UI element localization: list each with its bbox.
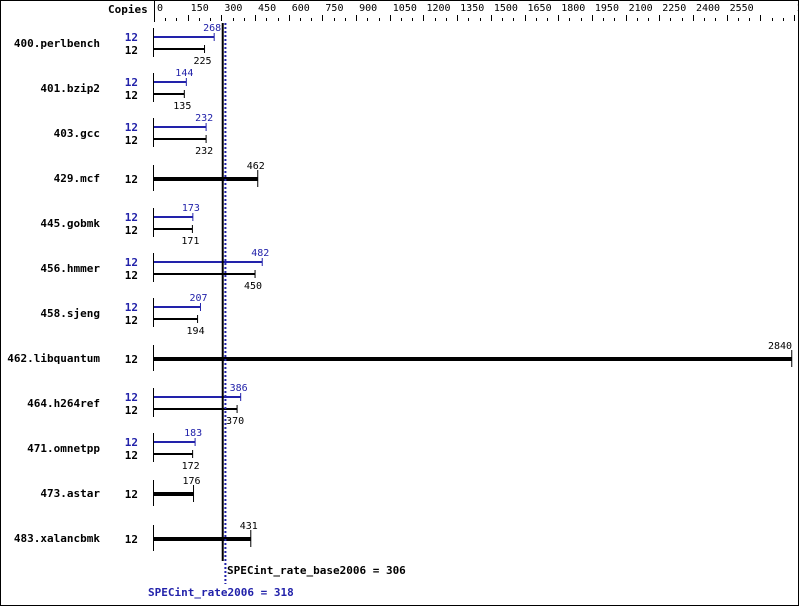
- base-value-label: 450: [244, 281, 262, 292]
- base-copies: 12: [125, 353, 138, 366]
- peak-copies: 12: [125, 121, 138, 134]
- benchmark-label: 400.perlbench: [14, 37, 100, 50]
- peak-value-label: 144: [175, 68, 193, 79]
- peak-value-label: 173: [182, 203, 200, 214]
- base-value-label: 462: [247, 161, 265, 172]
- benchmark-label: 471.omnetpp: [27, 442, 100, 455]
- base-value-label: 171: [181, 236, 199, 247]
- peak-value-label: 183: [184, 428, 202, 439]
- peak-copies: 12: [125, 76, 138, 89]
- peak-value-label: 386: [230, 383, 248, 394]
- x-tick-label: 600: [292, 3, 310, 14]
- peak-value-label: 268: [203, 23, 221, 34]
- base-copies: 12: [125, 269, 138, 282]
- benchmark-label: 473.astar: [40, 487, 100, 500]
- x-tick-label: 2100: [629, 3, 653, 14]
- x-tick-label: 900: [359, 3, 377, 14]
- peak-copies: 12: [125, 301, 138, 314]
- base-value-label: 431: [240, 521, 258, 532]
- peak-copies: 12: [125, 391, 138, 404]
- x-tick-label: 1200: [426, 3, 450, 14]
- base-metric-label: SPECint_rate_base2006 = 306: [227, 564, 406, 577]
- base-copies: 12: [125, 134, 138, 147]
- base-value-label: 370: [226, 416, 244, 427]
- x-tick-label: 1800: [561, 3, 585, 14]
- base-copies: 12: [125, 224, 138, 237]
- peak-copies: 12: [125, 211, 138, 224]
- base-copies: 12: [125, 533, 138, 546]
- base-copies: 12: [125, 404, 138, 417]
- x-tick-label: 2850: [797, 3, 799, 14]
- base-value-label: 176: [182, 476, 200, 487]
- base-value-label: 194: [187, 326, 205, 337]
- x-tick-label: 1950: [595, 3, 619, 14]
- base-copies: 12: [125, 44, 138, 57]
- benchmark-label: 483.xalancbmk: [14, 532, 100, 545]
- x-tick-label: 2550: [730, 3, 754, 14]
- x-tick-label: 1350: [460, 3, 484, 14]
- peak-copies: 12: [125, 31, 138, 44]
- peak-copies: 12: [125, 256, 138, 269]
- base-value-label: 135: [173, 101, 191, 112]
- benchmark-label: 462.libquantum: [7, 352, 100, 365]
- x-axis-label: Copies: [108, 3, 148, 16]
- x-tick-label: 1650: [528, 3, 552, 14]
- peak-value-label: 207: [189, 293, 207, 304]
- x-tick-label: 2400: [696, 3, 720, 14]
- base-copies: 12: [125, 449, 138, 462]
- benchmark-label: 429.mcf: [54, 172, 100, 185]
- x-tick-label: 750: [325, 3, 343, 14]
- base-value-label: 172: [182, 461, 200, 472]
- x-tick-label: 1500: [494, 3, 518, 14]
- base-copies: 12: [125, 173, 138, 186]
- x-tick-label: 1050: [393, 3, 417, 14]
- peak-value-label: 482: [251, 248, 269, 259]
- benchmark-label: 456.hmmer: [40, 262, 100, 275]
- benchmark-label: 445.gobmk: [40, 217, 100, 230]
- base-value-label: 2840: [768, 341, 792, 352]
- peak-metric-label: SPECint_rate2006 = 318: [148, 586, 294, 599]
- benchmark-label: 403.gcc: [54, 127, 100, 140]
- x-tick-label: 150: [191, 3, 209, 14]
- base-value-label: 225: [193, 56, 211, 67]
- base-copies: 12: [125, 314, 138, 327]
- benchmark-label: 464.h264ref: [27, 397, 100, 410]
- x-tick-label: 300: [224, 3, 242, 14]
- peak-copies: 12: [125, 436, 138, 449]
- base-copies: 12: [125, 89, 138, 102]
- x-tick-label: 0: [157, 3, 163, 14]
- benchmark-label: 401.bzip2: [40, 82, 100, 95]
- x-tick-label: 2250: [662, 3, 686, 14]
- peak-value-label: 232: [195, 113, 213, 124]
- base-copies: 12: [125, 488, 138, 501]
- x-tick-label: 450: [258, 3, 276, 14]
- benchmark-label: 458.sjeng: [40, 307, 100, 320]
- base-value-label: 232: [195, 146, 213, 157]
